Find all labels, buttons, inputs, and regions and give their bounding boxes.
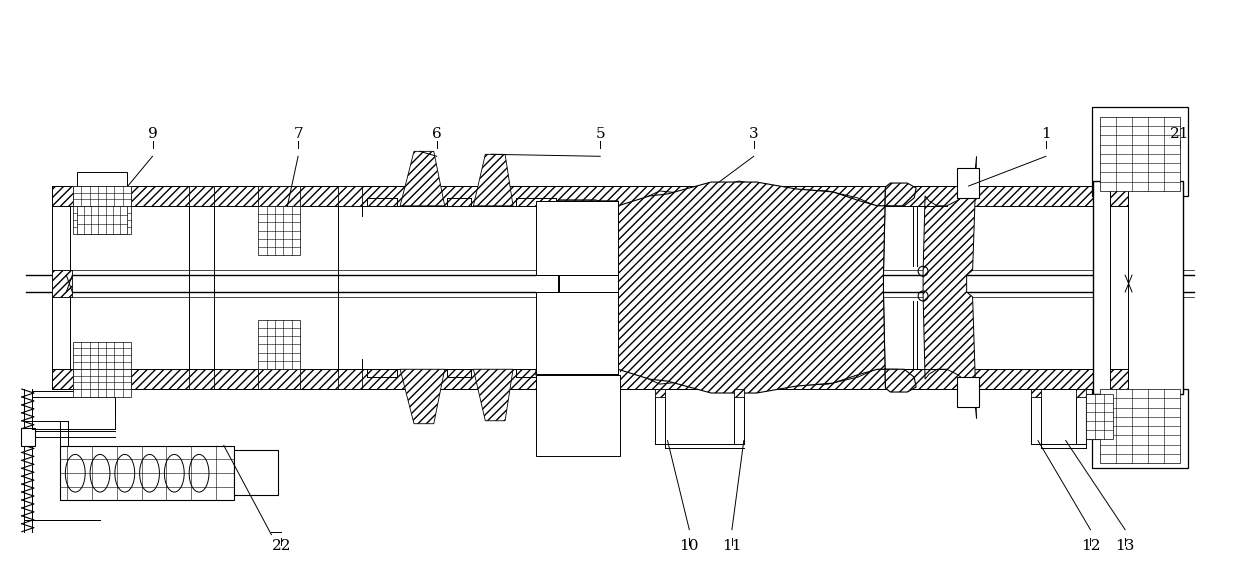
Bar <box>73 206 130 233</box>
Bar <box>1075 389 1085 397</box>
Bar <box>558 201 618 275</box>
Bar <box>1085 394 1114 439</box>
Bar <box>558 292 618 374</box>
Bar <box>73 369 130 389</box>
Bar <box>655 389 665 397</box>
Bar <box>957 377 978 407</box>
Text: 10: 10 <box>680 538 699 552</box>
Bar <box>77 206 126 233</box>
Polygon shape <box>401 151 445 206</box>
Bar <box>558 275 618 292</box>
Text: 3: 3 <box>749 127 759 141</box>
Bar <box>100 211 115 226</box>
Bar <box>73 342 130 369</box>
Text: 21: 21 <box>1169 127 1189 141</box>
Bar <box>233 450 278 495</box>
Bar <box>536 201 618 275</box>
Bar <box>337 186 362 206</box>
Bar <box>258 186 300 206</box>
Bar <box>1094 181 1183 394</box>
Text: 7: 7 <box>294 127 303 141</box>
Text: 12: 12 <box>1081 538 1100 552</box>
Polygon shape <box>401 369 445 424</box>
Bar <box>77 369 126 383</box>
Bar <box>77 172 126 186</box>
Bar <box>190 186 215 206</box>
Bar <box>1092 107 1188 196</box>
Bar <box>73 369 130 389</box>
Bar <box>1100 267 1154 300</box>
Bar <box>73 369 130 397</box>
Bar <box>258 320 300 369</box>
Polygon shape <box>558 182 916 393</box>
Polygon shape <box>536 181 909 394</box>
Bar <box>1030 389 1040 397</box>
Bar <box>100 349 115 364</box>
Bar <box>258 206 300 255</box>
Text: 1: 1 <box>1042 127 1050 141</box>
Bar <box>61 445 233 500</box>
Bar <box>258 369 300 389</box>
Bar <box>81 349 95 364</box>
Bar <box>536 273 620 375</box>
Bar <box>52 369 1110 389</box>
Text: 11: 11 <box>722 538 742 552</box>
Bar <box>536 292 618 374</box>
Bar <box>957 168 978 198</box>
Bar <box>734 389 744 397</box>
Bar <box>1100 116 1179 191</box>
Bar <box>73 186 130 206</box>
Bar <box>21 428 35 445</box>
Bar <box>1092 389 1188 469</box>
Bar <box>73 186 130 206</box>
Bar <box>81 353 99 369</box>
Bar <box>52 270 72 297</box>
Bar <box>81 210 99 226</box>
Bar <box>536 375 620 456</box>
Polygon shape <box>474 369 513 421</box>
Bar <box>1110 369 1128 389</box>
Bar <box>73 186 130 206</box>
Text: 13: 13 <box>1116 538 1135 552</box>
Bar <box>1100 389 1179 463</box>
Text: 5: 5 <box>595 127 605 141</box>
Text: 22: 22 <box>272 538 291 552</box>
Bar <box>190 369 215 389</box>
Bar <box>102 353 120 369</box>
Bar <box>81 211 95 226</box>
Bar <box>52 186 1110 206</box>
Polygon shape <box>474 154 513 206</box>
Bar <box>1110 186 1128 206</box>
Text: 6: 6 <box>432 127 441 141</box>
Polygon shape <box>923 157 977 419</box>
Bar <box>102 210 120 226</box>
Bar <box>337 369 362 389</box>
Text: 9: 9 <box>148 127 157 141</box>
Bar <box>1085 394 1114 439</box>
